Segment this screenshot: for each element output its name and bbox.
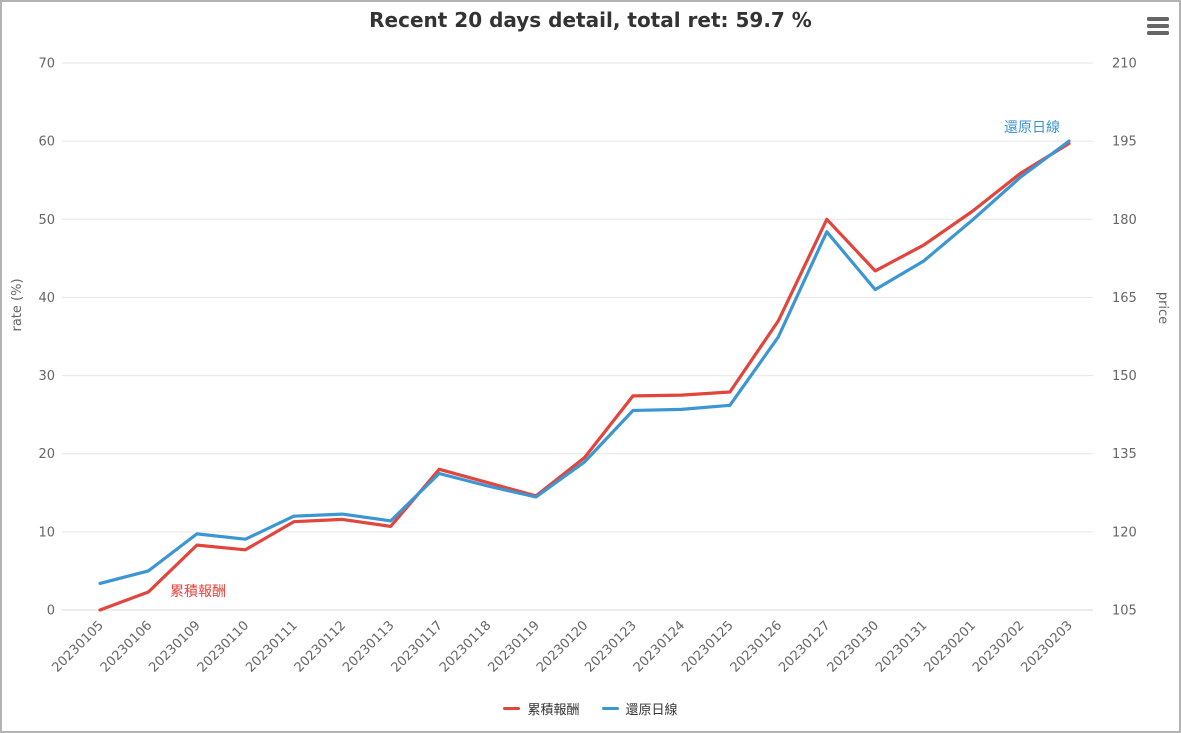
x-tick-label: 20230118 <box>437 618 494 675</box>
hamburger-icon-bar <box>1147 31 1169 35</box>
x-tick-label: 20230124 <box>631 618 688 675</box>
x-tick-label: 20230126 <box>728 618 785 675</box>
hamburger-icon-bar <box>1147 24 1169 28</box>
series-label: 累積報酬 <box>170 584 226 600</box>
series-label: 還原日線 <box>1004 120 1060 136</box>
y-right-tick-label: 150 <box>1112 369 1137 384</box>
y-right-tick-label: 120 <box>1112 525 1137 540</box>
adjusted-price-line[interactable] <box>98 139 1071 586</box>
x-tick-label: 20230123 <box>582 618 639 675</box>
x-tick-label: 20230113 <box>340 618 397 675</box>
x-tick-label: 20230202 <box>970 618 1027 675</box>
y-left-tick-label: 40 <box>38 291 55 306</box>
legend-swatch <box>601 707 619 710</box>
y-left-tick-label: 10 <box>38 525 55 540</box>
x-tick-label: 20230125 <box>679 618 736 675</box>
x-tick-label: 20230117 <box>389 618 446 675</box>
x-tick-label: 20230130 <box>825 618 882 675</box>
y-left-tick-label: 50 <box>38 213 55 228</box>
y-left-tick-label: 60 <box>38 135 55 150</box>
y-right-tick-label: 135 <box>1112 447 1137 462</box>
x-tick-label: 20230120 <box>534 618 591 675</box>
legend-item-cumulative-return[interactable]: 累積報酬 <box>503 699 580 718</box>
y-right-tick-label: 195 <box>1112 135 1137 150</box>
y-right-axis-title: price <box>1155 292 1170 324</box>
y-left-tick-label: 20 <box>38 447 55 462</box>
legend-swatch <box>503 707 521 710</box>
x-tick-label: 20230106 <box>98 618 155 675</box>
y-right-tick-label: 165 <box>1112 291 1137 306</box>
export-menu-button[interactable] <box>1143 13 1173 39</box>
y-right-tick-label: 210 <box>1112 57 1137 72</box>
x-tick-label: 20230110 <box>195 618 252 675</box>
x-tick-label: 20230112 <box>292 618 349 675</box>
y-left-axis-title: rate (%) <box>10 278 25 331</box>
x-tick-label: 20230109 <box>146 618 203 675</box>
cumulative-return-line[interactable] <box>98 141 1071 612</box>
y-left-tick-label: 30 <box>38 369 55 384</box>
x-tick-label: 20230201 <box>922 618 979 675</box>
y-left-tick-label: 70 <box>38 57 55 72</box>
legend-label: 累積報酬 <box>527 703 580 718</box>
x-tick-label: 20230203 <box>1018 618 1075 675</box>
legend: 累積報酬 還原日線 <box>0 699 1181 718</box>
x-tick-label: 20230131 <box>873 618 930 675</box>
x-tick-label: 20230111 <box>243 618 300 675</box>
legend-item-adjusted-price[interactable]: 還原日線 <box>601 699 678 718</box>
y-right-tick-label: 105 <box>1112 604 1137 619</box>
hamburger-icon-bar <box>1147 17 1169 21</box>
x-tick-label: 20230105 <box>49 618 106 675</box>
y-left-tick-label: 0 <box>47 604 55 619</box>
y-right-tick-label: 180 <box>1112 213 1137 228</box>
x-tick-label: 20230127 <box>776 618 833 675</box>
legend-label: 還原日線 <box>625 703 678 718</box>
chart-title: Recent 20 days detail, total ret: 59.7 % <box>369 8 812 32</box>
x-tick-label: 20230119 <box>485 618 542 675</box>
